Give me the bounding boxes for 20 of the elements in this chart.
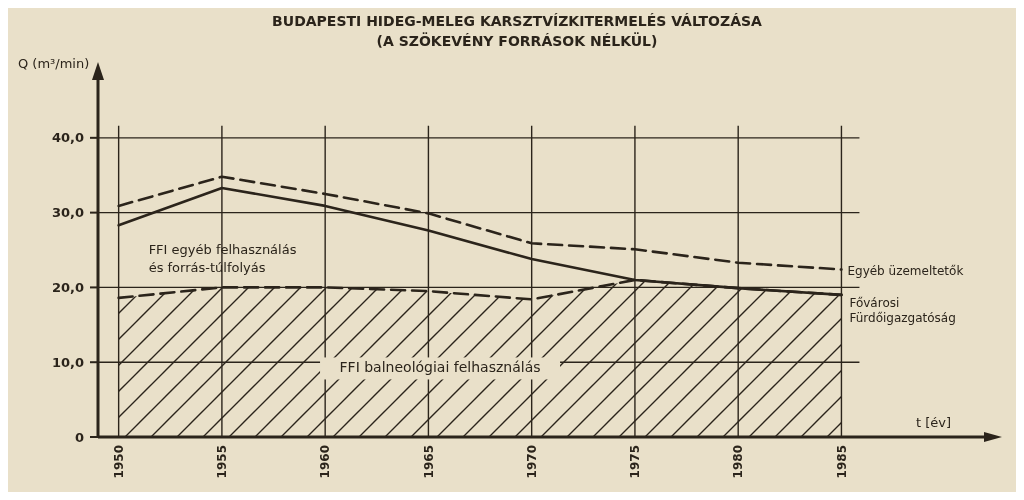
chart-title: BUDAPESTI HIDEG-MELEG KARSZTVÍZKITERMELÉS VÁLTOZÁSA [272,13,763,29]
y-tick-label: 0 [74,429,84,445]
y-tick-label: 10,0 [51,354,84,370]
y-tick-label: 30,0 [51,205,84,221]
x-tick-label: 1965 [421,445,436,479]
y-axis-title: Q (m³/min) [18,56,90,71]
x-tick-label: 1975 [628,445,643,479]
x-tick-label: 1970 [524,445,539,479]
series-label: Fővárosi Fürdőigazgatóság [849,295,956,325]
y-tick-label: 40,0 [51,130,84,146]
x-tick-label: 1985 [834,445,849,479]
chart-subtitle: (A SZÖKEVÉNY FORRÁSOK NÉLKÜL) [376,32,658,49]
x-tick-label: 1950 [111,445,126,479]
y-tick-label: 20,0 [51,279,84,295]
x-axis-title: t [év] [916,415,952,430]
series-label: FFI balneológiai felhasználás [339,359,541,376]
x-tick-label: 1980 [731,445,746,479]
series-label: Egyéb üzemeltetők [847,264,964,279]
x-tick-label: 1955 [215,445,230,479]
x-tick-label: 1960 [318,445,333,479]
